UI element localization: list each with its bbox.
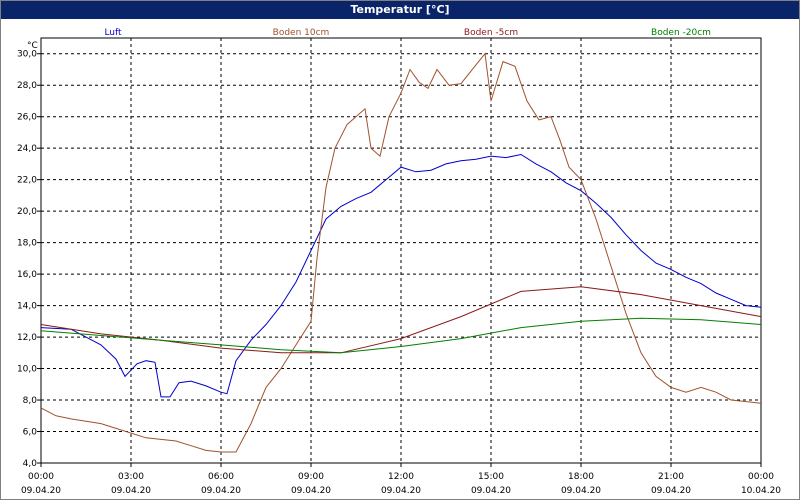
- y-tick-label: 30,0: [17, 50, 37, 60]
- y-tick-label: 28,0: [17, 81, 37, 91]
- x-tick-label-date: 09.04.20: [471, 486, 511, 496]
- x-tick-label-time: 18:00: [568, 472, 594, 482]
- y-tick-label: 16,0: [17, 270, 37, 280]
- series-lines: [40, 52, 762, 453]
- y-axis-unit: °C: [27, 41, 38, 51]
- y-tick-label: 26,0: [17, 113, 37, 123]
- x-tick-label-date: 09.04.20: [651, 486, 691, 496]
- y-tick-label: 20,0: [17, 207, 37, 217]
- x-axis: 00:00 09.04.20 03:00 09.04.20 06:00 09.04.20 0…: [21, 463, 781, 496]
- x-tick-label-date: 09.04.20: [21, 486, 61, 496]
- legend-entry-1: Luft: [104, 28, 122, 38]
- x-tick-label-date: 09.04.20: [201, 486, 241, 496]
- x-tick-label-time: 00:00: [28, 472, 54, 482]
- x-tick-label-date: 09.04.20: [291, 486, 331, 496]
- legend-entry-3: Boden -5cm: [464, 28, 518, 38]
- x-tick-label-time: 12:00: [388, 472, 414, 482]
- chart-title: Temperatur [°C]: [1, 1, 799, 19]
- legend-entry-4: Boden -20cm: [651, 28, 711, 38]
- legend: Luft Boden 10cm Boden -5cm Boden -20cm: [104, 28, 711, 38]
- y-tick-label: 6,0: [23, 428, 38, 438]
- x-tick-label-time: 06:00: [208, 472, 234, 482]
- x-tick-label-time: 00:00: [748, 472, 774, 482]
- x-tick-label-time: 15:00: [478, 472, 504, 482]
- y-tick-label: 18,0: [17, 239, 37, 249]
- x-tick-label-date: 09.04.20: [561, 486, 601, 496]
- y-tick-label: 8,0: [23, 396, 38, 406]
- series-line-4: [40, 317, 762, 354]
- x-tick-label-time: 21:00: [658, 472, 684, 482]
- series-line-2: [40, 52, 762, 453]
- y-tick-label: 12,0: [17, 333, 37, 343]
- legend-entry-2: Boden 10cm: [273, 28, 330, 38]
- x-tick-label-date: 09.04.20: [111, 486, 151, 496]
- y-tick-label: 4,0: [23, 459, 38, 469]
- y-tick-label: 24,0: [17, 144, 37, 154]
- y-tick-label: 10,0: [17, 365, 37, 375]
- x-tick-label-time: 09:00: [298, 472, 324, 482]
- x-tick-label-time: 03:00: [118, 472, 144, 482]
- y-tick-label: 22,0: [17, 176, 37, 186]
- x-tick-label-date: 10.04.20: [741, 486, 781, 496]
- y-axis: 4,0 6,0 8,0 10,0 12,0 14,0 16,0 18,0 20,0 22,0 24,…: [17, 50, 41, 469]
- series-line-1: [40, 153, 762, 398]
- x-tick-label-date: 09.04.20: [381, 486, 421, 496]
- y-tick-label: 14,0: [17, 302, 37, 312]
